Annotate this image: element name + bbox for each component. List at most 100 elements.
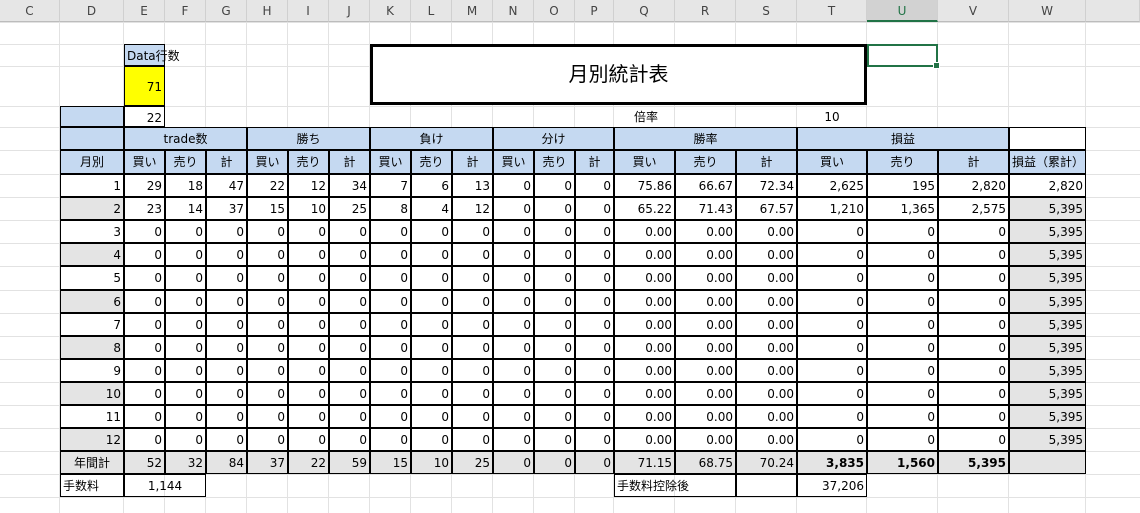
table-cell[interactable]: 0.00 bbox=[614, 290, 675, 313]
table-cell[interactable]: 0.00 bbox=[675, 405, 736, 428]
table-cell[interactable]: 0 bbox=[938, 243, 1009, 266]
table-cell[interactable]: 0 bbox=[867, 290, 938, 313]
table-cell[interactable]: 0 bbox=[329, 313, 370, 336]
table-cell[interactable]: 0 bbox=[288, 290, 329, 313]
table-cell[interactable]: 47 bbox=[206, 174, 247, 197]
table-cell[interactable]: 0 bbox=[797, 243, 867, 266]
month-label[interactable]: 6 bbox=[60, 290, 124, 313]
table-cell[interactable]: 0 bbox=[575, 359, 614, 382]
table-cell[interactable]: 0 bbox=[329, 290, 370, 313]
table-cell[interactable]: 0 bbox=[411, 405, 452, 428]
table-cell[interactable]: 0 bbox=[288, 313, 329, 336]
table-cell[interactable]: 6 bbox=[411, 174, 452, 197]
table-cell[interactable]: 0.00 bbox=[675, 220, 736, 243]
month-label[interactable]: 10 bbox=[60, 382, 124, 405]
fee-value[interactable]: 1,144 bbox=[124, 474, 206, 497]
table-cell[interactable]: 0 bbox=[938, 405, 1009, 428]
table-cell[interactable]: 0 bbox=[534, 382, 575, 405]
table-cell[interactable]: 0 bbox=[452, 336, 493, 359]
table-cell[interactable]: 12 bbox=[452, 197, 493, 220]
table-cell[interactable]: 0 bbox=[247, 336, 288, 359]
column-header-E[interactable]: E bbox=[124, 0, 165, 22]
table-cell[interactable]: 0 bbox=[124, 336, 165, 359]
table-cell[interactable]: 18 bbox=[165, 174, 206, 197]
table-cell[interactable]: 66.67 bbox=[675, 174, 736, 197]
table-cell[interactable]: 0 bbox=[124, 405, 165, 428]
table-cell[interactable]: 5,395 bbox=[1009, 428, 1086, 451]
table-cell[interactable]: 0 bbox=[493, 220, 534, 243]
table-cell[interactable]: 0 bbox=[247, 313, 288, 336]
month-label[interactable]: 4 bbox=[60, 243, 124, 266]
table-cell[interactable]: 0 bbox=[329, 266, 370, 290]
table-cell[interactable]: 0 bbox=[452, 266, 493, 290]
month-label[interactable]: 1 bbox=[60, 174, 124, 197]
table-cell[interactable]: 0 bbox=[247, 243, 288, 266]
table-cell[interactable]: 0 bbox=[452, 243, 493, 266]
annual-total-cell[interactable]: 15 bbox=[370, 451, 411, 474]
table-cell[interactable]: 0 bbox=[493, 197, 534, 220]
table-cell[interactable]: 0 bbox=[797, 336, 867, 359]
table-cell[interactable]: 0 bbox=[867, 266, 938, 290]
table-cell[interactable]: 0 bbox=[247, 359, 288, 382]
table-cell[interactable]: 0 bbox=[797, 220, 867, 243]
table-cell[interactable]: 0 bbox=[452, 428, 493, 451]
table-cell[interactable]: 0.00 bbox=[736, 266, 797, 290]
table-cell[interactable]: 0 bbox=[493, 382, 534, 405]
table-cell[interactable]: 0 bbox=[534, 243, 575, 266]
table-cell[interactable]: 0 bbox=[797, 382, 867, 405]
annual-total-cell[interactable]: 22 bbox=[288, 451, 329, 474]
table-cell[interactable]: 0 bbox=[206, 313, 247, 336]
table-cell[interactable]: 10 bbox=[288, 197, 329, 220]
table-cell[interactable]: 0 bbox=[575, 405, 614, 428]
table-cell[interactable]: 0 bbox=[370, 336, 411, 359]
table-cell[interactable]: 0 bbox=[575, 220, 614, 243]
table-cell[interactable]: 7 bbox=[370, 174, 411, 197]
annual-total-cell[interactable]: 84 bbox=[206, 451, 247, 474]
table-cell[interactable]: 0 bbox=[206, 266, 247, 290]
table-cell[interactable]: 0 bbox=[493, 405, 534, 428]
table-cell[interactable]: 2,625 bbox=[797, 174, 867, 197]
table-cell[interactable]: 0 bbox=[575, 313, 614, 336]
column-header-Q[interactable]: Q bbox=[614, 0, 675, 22]
table-cell[interactable]: 0 bbox=[534, 174, 575, 197]
table-cell[interactable]: 0 bbox=[165, 266, 206, 290]
table-cell[interactable]: 0 bbox=[165, 405, 206, 428]
table-cell[interactable]: 0 bbox=[534, 220, 575, 243]
table-cell[interactable]: 0 bbox=[534, 428, 575, 451]
table-cell[interactable]: 0 bbox=[452, 313, 493, 336]
table-cell[interactable]: 0 bbox=[206, 382, 247, 405]
table-cell[interactable]: 0 bbox=[797, 266, 867, 290]
table-cell[interactable]: 0.00 bbox=[614, 359, 675, 382]
table-cell[interactable]: 0 bbox=[247, 428, 288, 451]
table-cell[interactable]: 13 bbox=[452, 174, 493, 197]
table-cell[interactable]: 0 bbox=[411, 428, 452, 451]
table-cell[interactable]: 0 bbox=[534, 197, 575, 220]
annual-total-cell[interactable]: 0 bbox=[493, 451, 534, 474]
annual-total-cell[interactable]: 71.15 bbox=[614, 451, 675, 474]
column-header-P[interactable]: P bbox=[575, 0, 614, 22]
table-cell[interactable]: 0 bbox=[534, 336, 575, 359]
annual-total-label[interactable]: 年間計 bbox=[60, 451, 124, 474]
annual-total-cell[interactable]: 70.24 bbox=[736, 451, 797, 474]
table-cell[interactable]: 0 bbox=[411, 359, 452, 382]
table-cell[interactable]: 0 bbox=[288, 359, 329, 382]
table-cell[interactable]: 0 bbox=[938, 428, 1009, 451]
table-cell[interactable]: 0.00 bbox=[736, 405, 797, 428]
table-cell[interactable]: 0 bbox=[452, 382, 493, 405]
table-cell[interactable]: 0.00 bbox=[614, 382, 675, 405]
table-cell[interactable]: 0.00 bbox=[675, 290, 736, 313]
table-cell[interactable]: 0 bbox=[534, 405, 575, 428]
table-cell[interactable]: 72.34 bbox=[736, 174, 797, 197]
month-label[interactable]: 11 bbox=[60, 405, 124, 428]
table-cell[interactable]: 0 bbox=[867, 428, 938, 451]
table-cell[interactable]: 5,395 bbox=[1009, 220, 1086, 243]
table-cell[interactable]: 0.00 bbox=[675, 336, 736, 359]
table-cell[interactable]: 0 bbox=[206, 428, 247, 451]
table-cell[interactable]: 0 bbox=[329, 220, 370, 243]
column-header-K[interactable]: K bbox=[370, 0, 411, 22]
table-cell[interactable]: 0 bbox=[493, 243, 534, 266]
table-cell[interactable]: 0.00 bbox=[736, 428, 797, 451]
table-cell[interactable]: 0 bbox=[329, 359, 370, 382]
table-cell[interactable]: 0 bbox=[575, 174, 614, 197]
column-header-D[interactable]: D bbox=[60, 0, 124, 22]
